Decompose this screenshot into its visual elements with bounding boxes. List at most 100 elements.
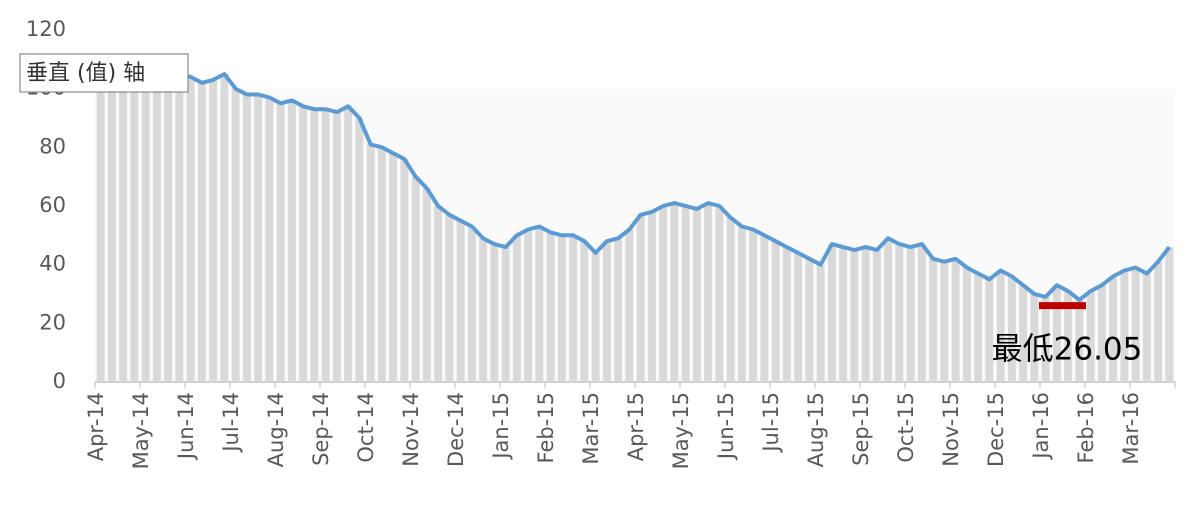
bar (816, 264, 825, 382)
bar (636, 214, 645, 382)
bar (512, 235, 521, 382)
y-tick-label: 20 (39, 310, 66, 334)
bar (1086, 291, 1095, 382)
bar (434, 206, 443, 382)
bar (310, 109, 319, 382)
bar (1052, 285, 1061, 382)
y-tick-label: 120 (26, 17, 66, 41)
tooltip-box (19, 53, 189, 93)
bar (1064, 291, 1073, 382)
bar (895, 244, 904, 382)
bar (254, 94, 263, 383)
bar (557, 235, 566, 382)
bar (130, 79, 139, 382)
bar (1019, 285, 1028, 382)
bar (749, 229, 758, 382)
x-tick-label: Feb-15 (534, 392, 558, 463)
bar (1131, 267, 1140, 382)
y-tick-label: 80 (39, 134, 66, 158)
bar (940, 261, 949, 382)
bar (197, 82, 206, 383)
bar (287, 100, 296, 383)
bar (602, 241, 611, 382)
bar (175, 74, 184, 382)
bar (771, 241, 780, 382)
bar (400, 159, 409, 382)
x-tick-label: Jun-15 (714, 392, 738, 461)
bar (119, 76, 128, 382)
x-tick-label: Oct-15 (894, 392, 918, 463)
y-tick-label: 40 (39, 252, 66, 276)
bar (794, 252, 803, 382)
bar (850, 250, 859, 382)
bar (242, 94, 251, 383)
x-tick-label: Nov-14 (399, 392, 423, 467)
bar (974, 273, 983, 382)
bar (704, 203, 713, 382)
bar (141, 79, 150, 382)
bar (715, 206, 724, 382)
bar (1007, 276, 1016, 382)
bar (681, 206, 690, 382)
bar (366, 144, 375, 382)
bar (726, 217, 735, 382)
bar (456, 220, 465, 382)
bar (839, 247, 848, 382)
bar (906, 247, 915, 382)
x-tick-label: Jul-15 (759, 392, 783, 454)
bar (861, 247, 870, 382)
bar (782, 247, 791, 382)
tooltip-text: 垂直 (值) 轴 (26, 61, 145, 86)
y-tick-label: 60 (39, 193, 66, 217)
bar (1120, 270, 1129, 382)
bar (411, 176, 420, 382)
bar (501, 247, 510, 382)
bar (524, 229, 533, 382)
bar (422, 188, 431, 382)
x-tick-label: Jan-16 (1029, 392, 1053, 461)
bar (479, 238, 488, 382)
bar (220, 74, 229, 382)
bar (96, 82, 105, 383)
bar (884, 238, 893, 382)
bar (591, 252, 600, 382)
bar (467, 226, 476, 382)
line (100, 72, 1171, 302)
x-tick-label: May-15 (669, 392, 693, 469)
bar (962, 267, 971, 382)
bar (355, 118, 364, 382)
bar (659, 206, 668, 382)
bar (490, 244, 499, 382)
x-tick-label: Sep-14 (309, 392, 333, 466)
bar (625, 229, 634, 382)
bar (1154, 261, 1163, 382)
bar (917, 244, 926, 382)
bar (951, 258, 960, 382)
x-tick-label: Jul-14 (219, 392, 243, 454)
plot-background (95, 89, 1175, 382)
x-tick-label: Jan-15 (489, 392, 513, 461)
bar (1041, 296, 1050, 382)
x-tick-label: Mar-15 (579, 392, 603, 465)
bar (344, 106, 353, 383)
bar (535, 226, 544, 382)
bar (929, 258, 938, 382)
bar (445, 214, 454, 382)
bar (209, 79, 218, 382)
x-tick-label: Sep-15 (849, 392, 873, 466)
bar (692, 208, 701, 382)
bar (231, 88, 240, 383)
bar (1097, 285, 1106, 382)
x-tick-label: May-14 (129, 392, 153, 469)
bar (321, 109, 330, 382)
bar (760, 235, 769, 382)
bar (1165, 247, 1174, 382)
bar (389, 153, 398, 382)
bar (546, 232, 555, 382)
x-tick-label: Mar-16 (1119, 392, 1143, 465)
bar (332, 112, 341, 382)
bar (1109, 276, 1118, 382)
min-label: 最低26.05 (992, 332, 1143, 368)
bar (614, 238, 623, 382)
